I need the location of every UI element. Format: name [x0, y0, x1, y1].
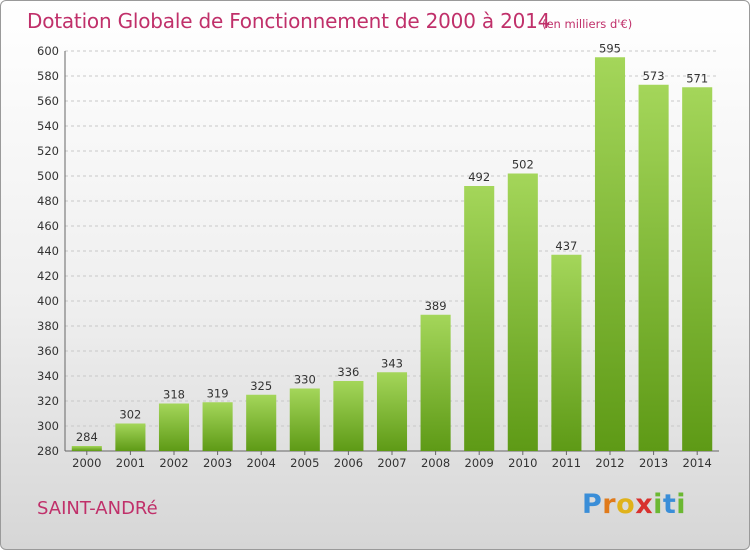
- bar-2005[interactable]: [289, 388, 320, 452]
- y-tick-label: 540: [37, 119, 59, 133]
- chart-title: Dotation Globale de Fonctionnement de 20…: [27, 9, 551, 33]
- value-label: 284: [76, 430, 98, 444]
- y-tick-label: 340: [37, 369, 59, 383]
- x-tick-label: 2005: [290, 456, 319, 470]
- logo-letter: o: [616, 489, 636, 520]
- value-label: 319: [207, 386, 229, 400]
- logo-letter: t: [662, 489, 677, 520]
- bar-2002[interactable]: [158, 403, 190, 452]
- value-label: 343: [381, 356, 403, 370]
- bar-2004[interactable]: [246, 394, 277, 451]
- chart-subtitle: (en milliers d'€): [542, 17, 633, 31]
- logo-letter: i: [676, 489, 687, 520]
- logo-letter: P: [582, 489, 603, 520]
- x-tick-label: 2004: [247, 456, 276, 470]
- x-tick-label: 2000: [72, 456, 101, 470]
- bar-2003[interactable]: [202, 402, 233, 451]
- commune-name: SAINT-ANDRé: [37, 498, 158, 519]
- y-tick-label: 380: [37, 319, 59, 333]
- y-tick-label: 500: [37, 169, 59, 183]
- x-tick-label: 2007: [377, 456, 406, 470]
- bar-2013[interactable]: [638, 84, 669, 451]
- y-tick-label: 420: [37, 269, 59, 283]
- logo-letter: i: [653, 489, 663, 520]
- x-tick-label: 2008: [421, 456, 450, 470]
- y-tick-label: 520: [37, 144, 59, 158]
- y-tick-label: 600: [37, 44, 59, 58]
- x-tick-label: 2009: [465, 456, 494, 470]
- logo-letter: r: [602, 489, 617, 520]
- x-tick-label: 2014: [683, 456, 712, 470]
- logo-letter: x: [635, 489, 654, 520]
- y-tick-label: 440: [37, 244, 59, 258]
- value-label: 318: [163, 388, 185, 402]
- value-label: 492: [468, 170, 490, 184]
- value-label: 571: [686, 71, 708, 85]
- y-tick-label: 400: [37, 294, 59, 308]
- bar-2011[interactable]: [551, 254, 582, 451]
- value-label: 437: [555, 239, 577, 253]
- x-tick-label: 2010: [508, 456, 537, 470]
- y-tick-label: 360: [37, 344, 59, 358]
- value-label: 573: [643, 69, 665, 83]
- x-tick-label: 2002: [159, 456, 188, 470]
- x-axis: 2000 2001 2002 2003 2004 2005 2006 2007 2008 2009…: [72, 451, 712, 470]
- x-tick-label: 2013: [639, 456, 668, 470]
- bar-2000[interactable]: [71, 446, 102, 451]
- bar-2006[interactable]: [333, 381, 364, 451]
- value-label: 502: [512, 158, 534, 172]
- x-tick-label: 2006: [334, 456, 363, 470]
- value-label: 302: [119, 408, 141, 422]
- y-tick-label: 480: [37, 194, 59, 208]
- x-tick-label: 2012: [595, 456, 624, 470]
- y-tick-label: 300: [37, 419, 59, 433]
- bars: 284 302 318 319 325 330 336 343 389 492 502 437 595 5…: [71, 41, 713, 452]
- y-tick-label: 560: [37, 94, 59, 108]
- proxiti-logo[interactable]: Proxiti: [582, 489, 686, 520]
- x-tick-label: 2003: [203, 456, 232, 470]
- bar-2014[interactable]: [682, 87, 713, 451]
- value-label: 325: [250, 379, 272, 393]
- bar-2009[interactable]: [464, 186, 495, 451]
- y-tick-label: 320: [37, 394, 59, 408]
- y-tick-label: 280: [37, 444, 59, 458]
- bar-2001[interactable]: [115, 423, 146, 452]
- x-tick-label: 2001: [116, 456, 145, 470]
- value-label: 336: [337, 365, 359, 379]
- y-tick-label: 580: [37, 69, 59, 83]
- bar-2012[interactable]: [594, 57, 626, 451]
- y-tick-label: 460: [37, 219, 59, 233]
- value-label: 595: [599, 41, 621, 55]
- value-label: 330: [294, 373, 316, 387]
- x-tick-label: 2011: [552, 456, 581, 470]
- bar-2010[interactable]: [507, 173, 538, 452]
- value-label: 389: [425, 299, 447, 313]
- bar-2007[interactable]: [376, 372, 408, 451]
- bar-2008[interactable]: [420, 314, 451, 451]
